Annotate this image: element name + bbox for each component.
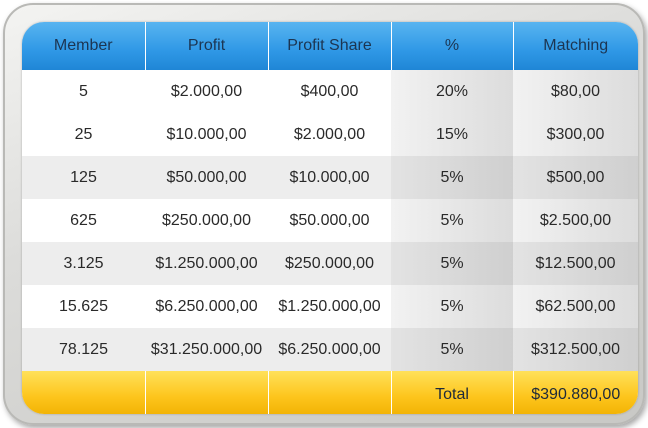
cell-matching: $12.500,00: [513, 242, 638, 285]
cell-member: 125: [22, 156, 145, 199]
cell-profit-share: $250.000,00: [268, 242, 391, 285]
matching-table: Member Profit Profit Share % Matching 5 …: [22, 22, 638, 414]
table-row: 625 $250.000,00 $50.000,00 5% $2.500,00: [22, 199, 638, 242]
cell-profit: $31.250.000,00: [145, 328, 268, 371]
cell-profit: $250.000,00: [145, 199, 268, 242]
cell-profit-share: $2.000,00: [268, 113, 391, 156]
total-empty-cell: [145, 371, 269, 414]
table-row: 125 $50.000,00 $10.000,00 5% $500,00: [22, 156, 638, 199]
total-value: $390.880,00: [513, 371, 638, 414]
cell-profit-share: $10.000,00: [268, 156, 391, 199]
cell-member: 5: [22, 70, 145, 113]
cell-percent: 5%: [391, 285, 513, 328]
header-profit-share: Profit Share: [268, 22, 392, 70]
cell-profit: $1.250.000,00: [145, 242, 268, 285]
cell-member: 625: [22, 199, 145, 242]
cell-profit-share: $50.000,00: [268, 199, 391, 242]
header-matching: Matching: [513, 22, 638, 70]
cell-matching: $300,00: [513, 113, 638, 156]
table-container: Member Profit Profit Share % Matching 5 …: [22, 22, 638, 414]
table-row: 78.125 $31.250.000,00 $6.250.000,00 5% $…: [22, 328, 638, 371]
cell-matching: $2.500,00: [513, 199, 638, 242]
table-row: 3.125 $1.250.000,00 $250.000,00 5% $12.5…: [22, 242, 638, 285]
total-label: Total: [391, 371, 514, 414]
table-row: 15.625 $6.250.000,00 $1.250.000,00 5% $6…: [22, 285, 638, 328]
cell-matching: $312.500,00: [513, 328, 638, 371]
cell-profit: $10.000,00: [145, 113, 268, 156]
cell-profit: $50.000,00: [145, 156, 268, 199]
total-row: Total $390.880,00: [22, 371, 638, 414]
cell-profit: $2.000,00: [145, 70, 268, 113]
cell-matching: $62.500,00: [513, 285, 638, 328]
table-frame: Member Profit Profit Share % Matching 5 …: [3, 3, 645, 425]
cell-percent: 5%: [391, 199, 513, 242]
table-row: 5 $2.000,00 $400,00 20% $80,00: [22, 70, 638, 113]
cell-matching: $500,00: [513, 156, 638, 199]
cell-member: 15.625: [22, 285, 145, 328]
cell-member: 78.125: [22, 328, 145, 371]
cell-profit-share: $6.250.000,00: [268, 328, 391, 371]
cell-percent: 15%: [391, 113, 513, 156]
total-empty-cell: [268, 371, 392, 414]
cell-percent: 5%: [391, 328, 513, 371]
cell-profit-share: $400,00: [268, 70, 391, 113]
cell-percent: 5%: [391, 242, 513, 285]
cell-profit: $6.250.000,00: [145, 285, 268, 328]
table-row: 25 $10.000,00 $2.000,00 15% $300,00: [22, 113, 638, 156]
cell-profit-share: $1.250.000,00: [268, 285, 391, 328]
header-row: Member Profit Profit Share % Matching: [22, 22, 638, 70]
header-profit: Profit: [145, 22, 269, 70]
cell-percent: 5%: [391, 156, 513, 199]
header-member: Member: [22, 22, 146, 70]
header-percent: %: [391, 22, 514, 70]
total-empty-cell: [22, 371, 146, 414]
cell-member: 25: [22, 113, 145, 156]
cell-member: 3.125: [22, 242, 145, 285]
cell-percent: 20%: [391, 70, 513, 113]
cell-matching: $80,00: [513, 70, 638, 113]
